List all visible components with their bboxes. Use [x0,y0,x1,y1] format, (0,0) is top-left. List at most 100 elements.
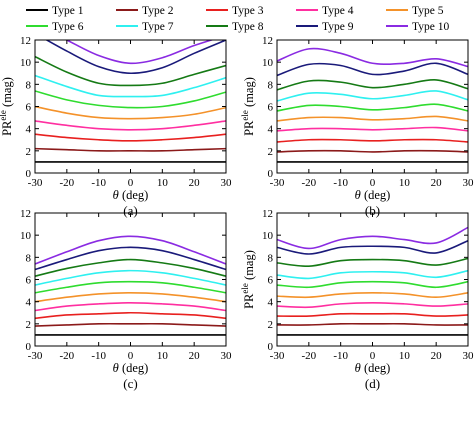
series-line [35,147,226,152]
panel-label: (b) [365,203,380,218]
legend-entry: Type 7 [116,21,174,33]
legend-label: Type 3 [232,5,264,17]
y-tick-label: 6 [268,275,274,287]
series-line [277,47,468,68]
legend-entry: Type 8 [206,21,264,33]
series-line [277,269,468,280]
series-line [277,301,468,309]
series-line [35,311,226,320]
legend: Type 1 Type 2 Type 3 Type 4 Type 5 Type 6 Type… [26,5,449,33]
series-line [35,133,226,142]
x-tick-label: 30 [463,350,474,362]
series-line [35,269,226,286]
series-line [277,62,468,77]
series-line [277,312,468,318]
x-tick-label: 0 [128,177,134,189]
y-tick-label: 0 [268,168,274,180]
plot-frame [34,39,227,174]
y-tick-label: 8 [26,79,32,91]
series-line [277,291,468,299]
x-tick-label: -30 [270,350,285,362]
y-tick-label: 10 [20,230,32,242]
y-tick-label: 12 [20,35,31,47]
panel-label: (a) [123,203,137,218]
legend-label: Type 4 [322,5,354,17]
x-axis-label: θ (deg) [355,361,391,375]
series-lines [35,235,226,336]
x-tick-label: -30 [28,350,43,362]
x-tick-label: -20 [59,177,74,189]
legend-entry: Type 3 [206,5,264,17]
y-tick-label: 6 [26,102,32,114]
y-tick-label: 12 [262,35,273,47]
x-tick-label: -30 [270,177,285,189]
y-tick-label: 12 [20,208,31,220]
series-line [277,138,468,143]
series-line [35,74,226,98]
x-tick-label: -10 [91,177,106,189]
series-lines [277,47,468,163]
y-tick-label: 6 [26,275,32,287]
x-tick-label: 30 [221,350,233,362]
y-tick-label: 2 [26,319,32,331]
legend-entry: Type 9 [296,21,354,33]
x-tick-label: -10 [333,350,348,362]
x-tick-label: 10 [157,350,169,362]
x-tick-label: 10 [399,350,411,362]
series-line [35,120,226,131]
series-line [35,105,226,120]
y-tick-label: 0 [26,168,32,180]
panel-label: (d) [365,376,380,391]
y-tick-label: 6 [268,102,274,114]
chart-panel: -30 -20 -10 0 10 20 30 0 2 4 6 8 10 12 θ (deg) PRele (m… [0,35,233,218]
series-line [35,55,226,87]
x-tick-label: 10 [157,177,169,189]
y-tick-label: 4 [26,124,32,136]
y-tick-label: 2 [26,146,32,158]
series-line [277,239,468,255]
series-line [277,79,468,91]
series-line [35,235,226,265]
x-tick-label: -10 [333,177,348,189]
series-line [35,301,226,312]
y-tick-label: 4 [268,124,274,136]
x-tick-label: 20 [189,177,201,189]
x-tick-label: 0 [370,177,376,189]
legend-label: Type 6 [52,21,84,33]
legend-entry: Type 1 [26,5,84,17]
x-tick-label: 10 [399,177,411,189]
series-lines [277,226,468,336]
legend-label: Type 2 [142,5,174,17]
series-line [277,90,468,102]
y-tick-label: 10 [262,57,274,69]
plot-frame [276,212,469,347]
series-line [45,40,226,75]
x-axis-label: θ (deg) [113,188,149,202]
legend-entry: Type 10 [386,21,449,33]
y-tick-label: 12 [262,208,273,220]
x-tick-label: -20 [301,350,316,362]
series-line [277,322,468,326]
panel-label: (c) [123,376,137,391]
legend-label: Type 8 [232,21,264,33]
y-tick-label: 4 [26,297,32,309]
y-tick-label: 0 [26,341,32,353]
y-tick-label: 2 [268,319,274,331]
series-line [35,90,226,109]
x-tick-label: 30 [221,177,233,189]
legend-label: Type 10 [412,21,449,33]
chart-panel: -30 -20 -10 0 10 20 30 0 2 4 6 8 10 12 θ (deg) PRele (m… [240,208,474,391]
legend-label: Type 1 [52,5,84,17]
legend-entry: Type 4 [296,5,354,17]
legend-label: Type 9 [322,21,354,33]
y-tick-label: 4 [268,297,274,309]
x-tick-label: 20 [431,350,443,362]
series-line [35,291,226,303]
series-line [277,103,468,112]
y-tick-label: 8 [268,252,274,264]
y-tick-label: 0 [268,341,274,353]
y-tick-label: 2 [268,146,274,158]
legend-entry: Type 2 [116,5,174,17]
y-axis-label: PRele (mag) [240,77,256,136]
